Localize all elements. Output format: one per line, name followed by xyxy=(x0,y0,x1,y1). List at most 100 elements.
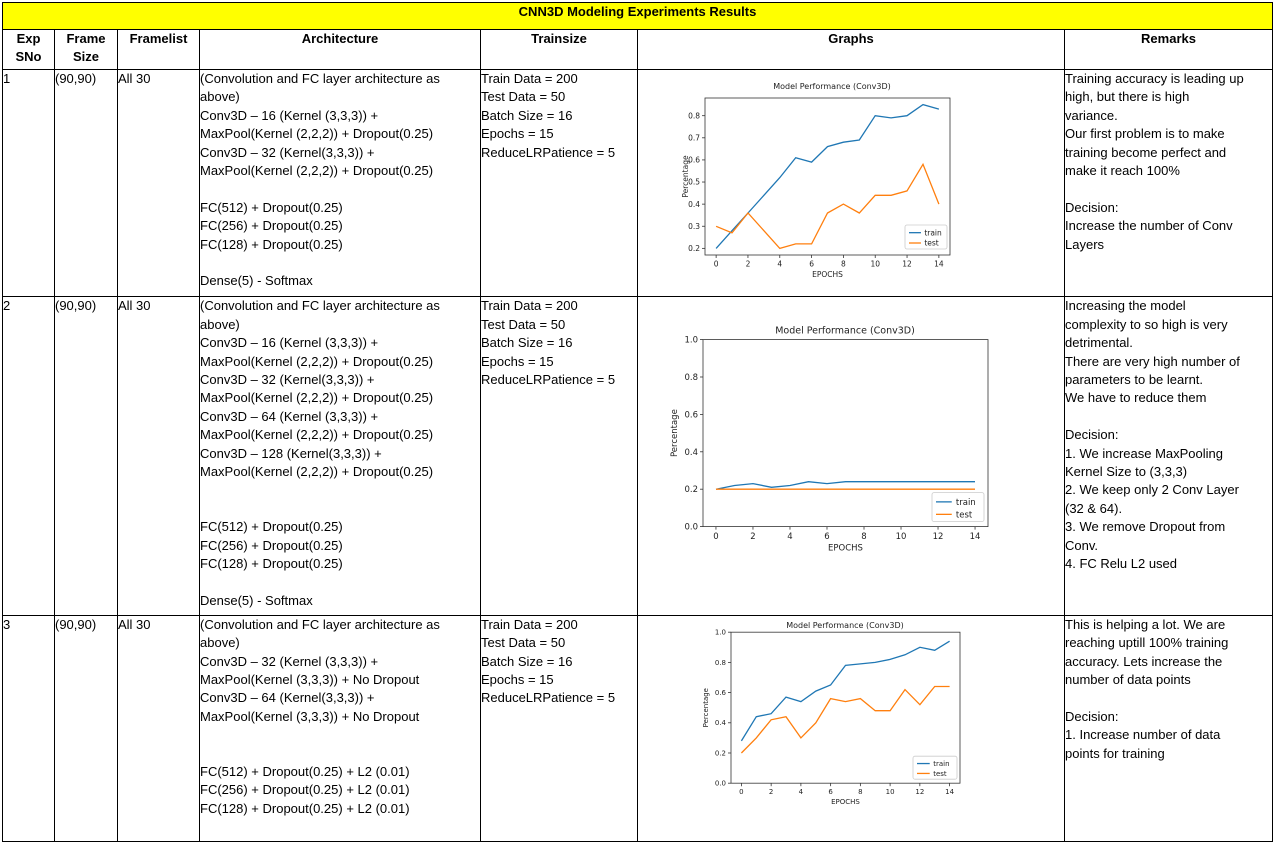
x-axis-label: EPOCHS xyxy=(831,798,860,806)
cell-line: above) xyxy=(200,89,240,105)
series-line-train xyxy=(715,481,975,491)
cell-line: FC(256) + Dropout(0.25) xyxy=(200,537,343,553)
cell-line: accuracy. Lets increase the xyxy=(1065,653,1223,669)
cell-line: (Convolution and FC layer architecture a… xyxy=(200,616,440,632)
cell-line: FC(128) + Dropout(0.25) xyxy=(200,236,343,252)
x-tick-label: 0 xyxy=(714,260,719,269)
plot-frame xyxy=(730,631,961,784)
cell-line: This is helping a lot. We are xyxy=(1065,616,1226,632)
x-tick-label: 12 xyxy=(915,788,924,796)
chart-exp-3: Model Performance (Conv3D) 0 2 4 6 8 10 12 14 0.0… xyxy=(702,621,961,806)
y-tick-label: 0.0 xyxy=(684,523,698,533)
y-tick-label: 0.0 xyxy=(715,779,726,787)
chart-title: Model Performance (Conv3D) xyxy=(786,621,904,630)
cell-line: MaxPool(Kernel (2,2,2)) + Dropout(0.25) xyxy=(200,353,434,369)
legend-label: test xyxy=(956,511,973,521)
cell-line: ReduceLRPatience = 5 xyxy=(481,690,616,706)
exp-sno-cell: 1 xyxy=(2,68,55,298)
cell-line: FC(256) + Dropout(0.25) xyxy=(200,218,343,234)
x-tick-label: 4 xyxy=(799,788,804,796)
chart-exp-1: Model Performance (Conv3D) 0 2 4 6 8 10 12 14 0.2… xyxy=(681,82,951,279)
framelist-cell: All 30 xyxy=(117,614,200,842)
cell-line: reaching uptill 100% training xyxy=(1065,635,1229,651)
framelist-cell: All 30 xyxy=(117,68,200,298)
exp-sno-cell: 2 xyxy=(2,296,55,616)
cell-line: Conv3D – 64 (Kernel (3,3,3)) + xyxy=(200,408,379,424)
y-tick-label: 0.2 xyxy=(688,244,700,253)
table-row: 2 (90,90) All 30 (Convolution and FC lay… xyxy=(2,296,1273,616)
cell-line: Train Data = 200 xyxy=(481,71,578,86)
legend-label: train xyxy=(956,498,976,508)
frame-size-cell: (90,90) xyxy=(54,296,118,616)
cell-line xyxy=(200,573,480,591)
cell-line xyxy=(200,500,480,518)
table-title: CNN3D Modeling Experiments Results xyxy=(2,2,1273,30)
x-tick-label: 8 xyxy=(841,260,846,269)
series-line-train xyxy=(715,103,940,249)
cell-line xyxy=(1065,180,1272,198)
cell-line xyxy=(200,726,480,744)
y-tick-label: 0.4 xyxy=(715,719,727,727)
y-axis-label: Percentage xyxy=(670,410,680,458)
plot-frame xyxy=(704,97,951,256)
cell-line: Increasing the model xyxy=(1065,298,1186,314)
header-framelist: Framelist xyxy=(117,29,200,70)
header-frame-line2: Size xyxy=(72,49,99,65)
x-tick-label: 14 xyxy=(970,533,981,543)
cell-line: MaxPool(Kernel (2,2,2)) + Dropout(0.25) xyxy=(200,464,434,480)
cell-line: ReduceLRPatience = 5 xyxy=(481,144,616,160)
cell-line: We have to reduce them xyxy=(1065,390,1207,406)
cell-line: 3. We remove Dropout from xyxy=(1065,519,1226,535)
cell-line xyxy=(200,745,480,763)
header-remarks: Remarks xyxy=(1064,29,1273,70)
cell-line: 1. Increase number of data xyxy=(1065,727,1221,743)
cell-line: parameters to be learnt. xyxy=(1065,372,1204,388)
y-axis-label: Percentage xyxy=(702,688,710,727)
y-tick-label: 0.5 xyxy=(688,178,700,187)
legend-label: test xyxy=(924,239,938,248)
y-tick-label: 1.0 xyxy=(715,628,726,636)
remarks-cell: This is helping a lot. We are reaching up… xyxy=(1064,614,1273,842)
remarks-cell: Training accuracy is leading up high, but… xyxy=(1064,68,1273,298)
header-exp-line1: Exp xyxy=(16,31,41,46)
cell-line: Test Data = 50 xyxy=(481,635,566,651)
y-tick-label: 0.6 xyxy=(684,411,698,421)
cell-line: Batch Size = 16 xyxy=(481,653,573,669)
cell-line: Test Data = 50 xyxy=(481,316,566,332)
x-tick-label: 10 xyxy=(870,260,880,269)
architecture-cell: (Convolution and FC layer architecture a… xyxy=(199,614,481,842)
cell-line xyxy=(1065,408,1272,426)
cell-line: Epochs = 15 xyxy=(481,353,554,369)
x-tick-label: 8 xyxy=(861,533,866,543)
cell-line: detrimental. xyxy=(1065,335,1133,351)
x-tick-label: 6 xyxy=(828,788,833,796)
cell-line: MaxPool(Kernel (3,3,3)) + No Dropout xyxy=(200,708,420,724)
header-frame-line1: Frame xyxy=(66,31,106,46)
x-tick-label: 12 xyxy=(933,533,944,543)
cell-line: Kernel Size to (3,3,3) xyxy=(1065,464,1188,480)
y-tick-label: 0.6 xyxy=(715,689,727,697)
cell-line: Dense(5) - Softmax xyxy=(200,273,313,289)
x-tick-label: 14 xyxy=(934,260,944,269)
cell-line: 1. We increase MaxPooling xyxy=(1065,445,1224,461)
trainsize-cell: Train Data = 200 Test Data = 50 Batch Size… xyxy=(480,68,638,298)
x-tick-label: 10 xyxy=(886,788,895,796)
cell-line: There are very high number of xyxy=(1065,353,1240,369)
header-graphs: Graphs xyxy=(637,29,1065,70)
cell-line: MaxPool(Kernel (2,2,2)) + Dropout(0.25) xyxy=(200,163,434,179)
cell-line: Batch Size = 16 xyxy=(481,335,573,351)
chart-title: Model Performance (Conv3D) xyxy=(775,326,915,337)
cell-line: Epochs = 15 xyxy=(481,126,554,142)
cell-line: Conv3D – 32 (Kernel(3,3,3)) + xyxy=(200,372,375,388)
y-tick-label: 0.8 xyxy=(684,373,698,383)
legend-label: test xyxy=(933,770,947,778)
header-trainsize: Trainsize xyxy=(480,29,638,70)
cell-line: MaxPool(Kernel (2,2,2)) + Dropout(0.25) xyxy=(200,390,434,406)
cell-line: Batch Size = 16 xyxy=(481,107,573,123)
frame-size-cell: (90,90) xyxy=(54,68,118,298)
cell-line: Test Data = 50 xyxy=(481,89,566,105)
x-tick-label: 10 xyxy=(896,533,907,543)
y-tick-label: 0.2 xyxy=(684,486,698,496)
y-tick-label: 0.2 xyxy=(715,749,726,757)
